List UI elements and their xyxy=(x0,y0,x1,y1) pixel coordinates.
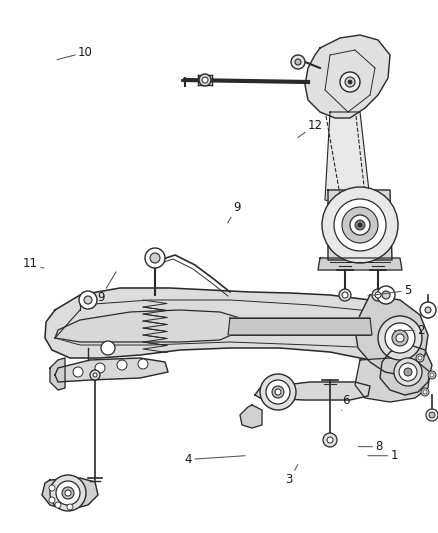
Text: 8: 8 xyxy=(358,440,382,453)
Circle shape xyxy=(62,487,74,499)
Circle shape xyxy=(49,485,55,491)
Text: 11: 11 xyxy=(23,257,44,270)
Text: 2: 2 xyxy=(394,324,424,337)
Circle shape xyxy=(375,292,381,298)
Circle shape xyxy=(50,475,86,511)
Polygon shape xyxy=(50,358,65,390)
Circle shape xyxy=(358,223,362,227)
Circle shape xyxy=(426,409,438,421)
Circle shape xyxy=(272,386,284,398)
Circle shape xyxy=(73,367,83,377)
Circle shape xyxy=(65,490,71,496)
Circle shape xyxy=(323,433,337,447)
Polygon shape xyxy=(55,358,168,382)
Text: 9: 9 xyxy=(228,201,240,223)
Circle shape xyxy=(49,497,55,503)
Circle shape xyxy=(138,359,148,369)
Circle shape xyxy=(84,296,92,304)
Polygon shape xyxy=(255,382,370,400)
Text: 5: 5 xyxy=(368,284,411,297)
Circle shape xyxy=(399,363,417,381)
Circle shape xyxy=(392,330,408,346)
Polygon shape xyxy=(318,258,402,270)
Text: 9: 9 xyxy=(97,272,116,304)
Circle shape xyxy=(378,316,422,360)
Text: 4: 4 xyxy=(184,453,245,466)
Circle shape xyxy=(339,289,351,301)
Polygon shape xyxy=(325,112,370,205)
Polygon shape xyxy=(305,35,390,118)
Circle shape xyxy=(322,187,398,263)
Circle shape xyxy=(117,360,127,370)
Circle shape xyxy=(355,220,365,230)
Polygon shape xyxy=(55,310,240,342)
Circle shape xyxy=(423,390,427,394)
Circle shape xyxy=(260,374,296,410)
Text: 10: 10 xyxy=(57,46,93,60)
Circle shape xyxy=(55,502,61,508)
Polygon shape xyxy=(228,318,372,335)
Circle shape xyxy=(394,358,422,386)
Circle shape xyxy=(372,289,384,301)
Circle shape xyxy=(295,59,301,65)
Circle shape xyxy=(93,373,97,377)
Circle shape xyxy=(266,380,290,404)
Circle shape xyxy=(348,80,352,84)
Circle shape xyxy=(404,368,412,376)
Circle shape xyxy=(416,354,424,362)
Circle shape xyxy=(420,302,436,318)
Circle shape xyxy=(428,371,436,379)
Polygon shape xyxy=(45,288,425,365)
Polygon shape xyxy=(355,358,430,402)
Circle shape xyxy=(429,412,435,418)
Circle shape xyxy=(430,373,434,377)
Circle shape xyxy=(340,72,360,92)
Circle shape xyxy=(342,292,348,298)
Circle shape xyxy=(90,370,100,380)
Circle shape xyxy=(101,341,115,355)
Circle shape xyxy=(425,307,431,313)
Circle shape xyxy=(150,253,160,263)
Circle shape xyxy=(350,215,370,235)
Polygon shape xyxy=(240,405,262,428)
Circle shape xyxy=(327,437,333,443)
Circle shape xyxy=(95,363,105,373)
Circle shape xyxy=(421,388,429,396)
Polygon shape xyxy=(355,295,428,375)
Circle shape xyxy=(377,286,395,304)
Text: 6: 6 xyxy=(342,394,350,410)
Polygon shape xyxy=(380,345,432,395)
Circle shape xyxy=(396,334,404,342)
Circle shape xyxy=(345,77,355,87)
Circle shape xyxy=(418,356,422,360)
Circle shape xyxy=(202,77,208,83)
Circle shape xyxy=(291,55,305,69)
Circle shape xyxy=(67,504,73,510)
Circle shape xyxy=(334,199,386,251)
Circle shape xyxy=(79,291,97,309)
Text: 3: 3 xyxy=(286,465,298,486)
Circle shape xyxy=(382,291,390,299)
Text: 1: 1 xyxy=(368,449,398,462)
Circle shape xyxy=(385,323,415,353)
Circle shape xyxy=(342,207,378,243)
Circle shape xyxy=(145,248,165,268)
Circle shape xyxy=(56,481,80,505)
Polygon shape xyxy=(42,478,98,510)
Circle shape xyxy=(199,74,211,86)
Polygon shape xyxy=(328,190,392,260)
Text: 12: 12 xyxy=(298,119,323,138)
Circle shape xyxy=(275,389,281,395)
